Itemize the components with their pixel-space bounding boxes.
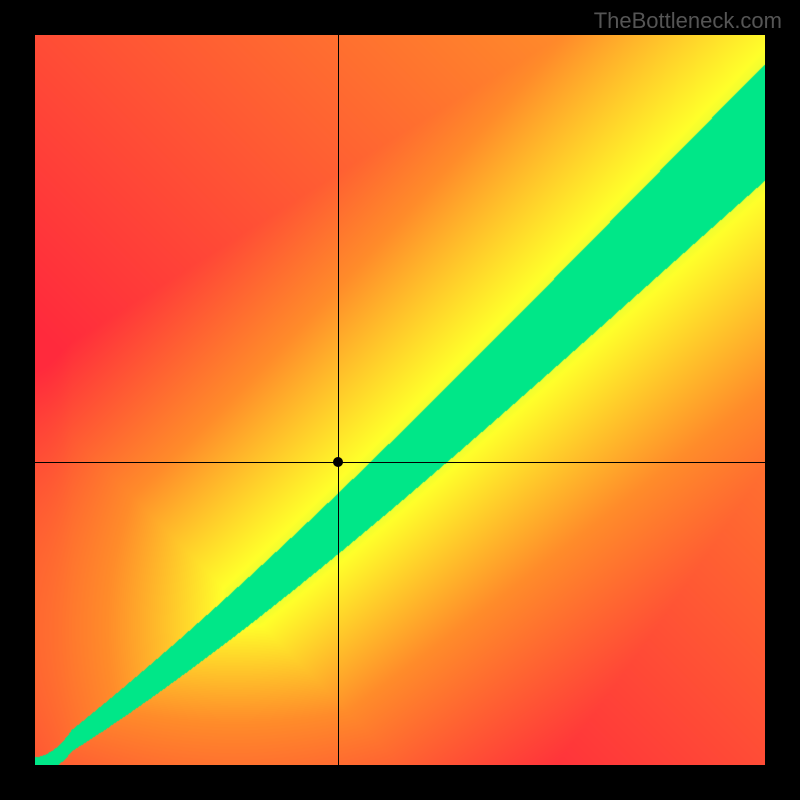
heatmap-canvas <box>35 35 765 765</box>
watermark-text: TheBottleneck.com <box>594 8 782 34</box>
crosshair-vertical <box>338 35 339 765</box>
data-point-marker <box>333 457 343 467</box>
crosshair-horizontal <box>35 462 765 463</box>
bottleneck-heatmap <box>35 35 765 765</box>
